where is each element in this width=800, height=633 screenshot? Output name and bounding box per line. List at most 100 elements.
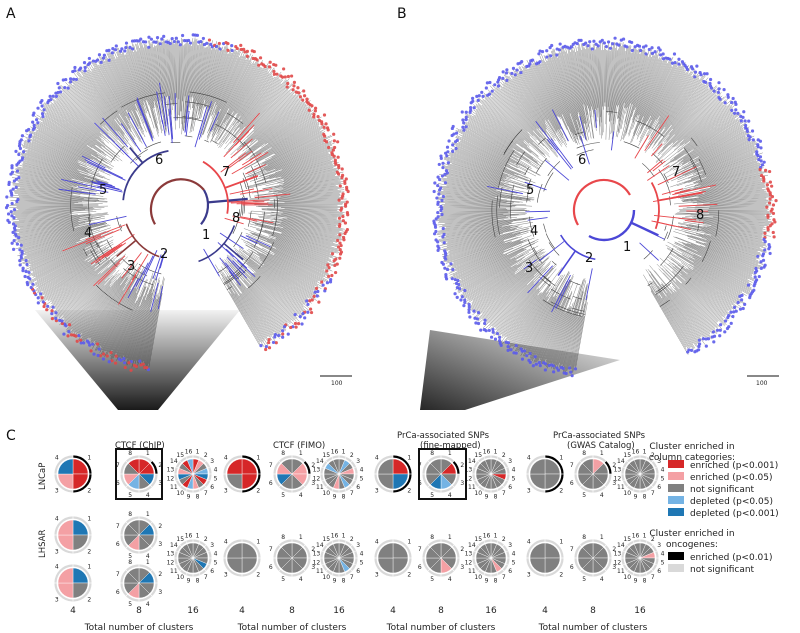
- pie-g2-lncap-8: 1 2 3 4 5 6 7 8: [269, 450, 315, 499]
- xlabel-group-2: Total number of clusters: [237, 623, 347, 633]
- pie-cluster-label-g4-lhsar-4-2: 2: [559, 571, 563, 578]
- pie-ring-g2-lncap-16-8: [339, 489, 346, 493]
- pie-g1-lhsar-a-4: 1 2 3 4: [54, 516, 92, 555]
- pie-ring-g2-lncap-16-16: [332, 455, 339, 459]
- pie-ring-g4-lncap-8-7: [574, 461, 582, 474]
- pie-cluster-label-g1-lhsar-a-8-5: 5: [128, 553, 132, 560]
- pie-cluster-label-g3-lncap-16-16: 16: [483, 448, 491, 455]
- pie-ring-g1-lncap-16-9: [186, 489, 193, 493]
- pie-cluster-label-g1-lhsar-16-14: 14: [170, 542, 178, 549]
- pie-cluster-label-g2-lncap-16-8: 8: [342, 494, 346, 501]
- legend-label-3: not significant: [690, 485, 755, 495]
- pie-cluster-label-g2-lhsar-16-10: 10: [322, 574, 330, 581]
- pie-slice-g2-lncap-4-4: [226, 458, 243, 475]
- pie-ring-g1-lhsar-16-4: [208, 551, 212, 558]
- pie-ring-g1-lncap-16-13: [174, 467, 178, 474]
- tree-a-branch-6: 6: [155, 153, 163, 168]
- pie-ring-g3-lncap-8-7: [422, 461, 430, 474]
- pie-slice-g4-lhsar-8-8: [582, 542, 594, 559]
- pie-ring-g1-lhsar-16-8: [193, 573, 200, 577]
- pie-ring-g1-lncap-8-3: [150, 474, 158, 487]
- pie-cluster-label-g1-lhsar-b-4-4: 4: [55, 564, 59, 571]
- pie-cluster-label-g2-lncap-16-5: 5: [360, 475, 364, 482]
- pie-ring-g2-lhsar-16-9: [332, 573, 339, 577]
- pie-ring-g4-lncap-16-14: [622, 461, 629, 468]
- pie-ring-g2-lhsar-8-3: [303, 558, 311, 571]
- pie-cluster-label-g3-lncap-16-4: 4: [512, 467, 516, 474]
- pie-ring-g3-lncap-4-1: [393, 455, 412, 474]
- pie-cluster-label-g2-lhsar-16-1: 1: [342, 532, 346, 539]
- pie-cluster-label-g3-lncap-16-8: 8: [494, 494, 498, 501]
- pie-cluster-label-g2-lncap-8-5: 5: [281, 492, 285, 499]
- xlabel-group-1: Total number of clusters: [84, 623, 194, 633]
- pie-ring-g1-lncap-8-5: [126, 485, 139, 493]
- pie-cluster-label-g4-lhsar-8-7: 7: [570, 546, 574, 553]
- zoom-wedge-b: [420, 330, 620, 410]
- pie-cluster-label-g4-lhsar-16-7: 7: [651, 574, 655, 581]
- pie-cluster-label-g3-lhsar-4-1: 1: [407, 539, 411, 546]
- pie-ring-g3-lncap-16-13: [472, 467, 476, 474]
- pie-ring-g4-lncap-8-8: [580, 455, 593, 463]
- dendrogram-b: [432, 36, 778, 378]
- pie-ring-g3-lhsar-4-3: [374, 558, 393, 577]
- pie-cluster-label-g2-lncap-16-14: 14: [316, 458, 324, 465]
- pie-cluster-label-g2-lhsar-8-7: 7: [269, 546, 273, 553]
- legend-label-2: enriched (p<0.05): [690, 473, 773, 483]
- highlight-box-ctcf-chip: [115, 448, 163, 500]
- pie-ring-g4-lncap-4-2: [545, 474, 564, 493]
- group-title-ctcf-chip: CTCF (ChIP): [115, 441, 165, 451]
- pie-ring-g3-lhsar-16-2: [497, 540, 504, 547]
- pie-ring-g1-lncap-16-5: [208, 474, 212, 481]
- pie-cluster-label-g1-lhsar-16-13: 13: [167, 551, 175, 558]
- pie-ring-g2-lhsar-4-1: [242, 539, 261, 558]
- pie-cluster-label-g1-lhsar-b-8-8: 8: [128, 559, 132, 566]
- pie-ring-g3-lhsar-16-12: [472, 558, 476, 565]
- pie-ring-g3-lhsar-4-4: [374, 539, 393, 558]
- pie-ring-g3-lhsar-16-4: [506, 551, 510, 558]
- pie-ring-g2-lncap-4-2: [242, 474, 261, 493]
- pie-ring-g3-lhsar-8-1: [441, 539, 454, 547]
- legend-swatch-2: [668, 472, 684, 480]
- pie-ring-g1-lhsar-16-6: [204, 564, 211, 571]
- pie-ring-g1-lhsar-16-1: [193, 539, 200, 543]
- pie-slice-g3-lncap-8-8: [430, 458, 442, 475]
- legend-label-5: depleted (p<0.001): [690, 509, 779, 519]
- pie-g1-lncap-8: 1 2 3 4 5 6 7 8: [116, 450, 162, 499]
- pie-ring-g2-lhsar-8-6: [273, 558, 281, 571]
- pie-cluster-label-g3-lncap-16-11: 11: [468, 484, 476, 491]
- pie-ring-g1-lncap-8-2: [150, 461, 158, 474]
- pie-cluster-label-g1-lncap-16-15: 15: [176, 452, 184, 459]
- pie-cluster-label-g4-lhsar-16-9: 9: [634, 578, 638, 585]
- cluster-count-g2-4: 4: [239, 606, 245, 616]
- pie-ring-g3-lncap-16-10: [478, 485, 485, 492]
- pie-g1-lhsar-b-8: 1 2 3 4 5 6 7 8: [116, 559, 162, 608]
- pie-ring-g1-lncap-8-4: [139, 485, 152, 493]
- pie-cluster-label-g2-lncap-8-2: 2: [311, 462, 315, 469]
- pie-ring-g1-lhsar-b-8-3: [150, 583, 158, 596]
- pie-ring-g1-lncap-4-1: [73, 455, 92, 474]
- pie-cluster-label-g3-lncap-16-7: 7: [502, 490, 506, 497]
- pie-ring-g2-lncap-8-3: [303, 474, 311, 487]
- treeA-tip-points: [4, 33, 350, 372]
- pie-cluster-label-g2-lhsar-16-3: 3: [356, 542, 360, 549]
- pie-cluster-label-g3-lhsar-8-5: 5: [430, 576, 434, 583]
- pie-cluster-label-g3-lhsar-16-14: 14: [468, 542, 476, 549]
- pie-ring-g4-lhsar-8-2: [604, 545, 612, 558]
- pie-ring-g2-lncap-16-3: [350, 461, 357, 468]
- pie-ring-g2-lncap-16-5: [354, 474, 358, 481]
- pie-cluster-label-g4-lhsar-16-12: 12: [614, 559, 622, 566]
- legend-title-2b: oncogenes:: [666, 540, 718, 550]
- pie-slice-g3-lhsar-8-8: [430, 542, 442, 559]
- pie-cluster-label-g1-lhsar-a-4-4: 4: [55, 516, 59, 523]
- pie-ring-g1-lhsar-b-4-1: [73, 564, 92, 583]
- pie-g1-lhsar-b-4: 1 2 3 4: [54, 564, 92, 603]
- pie-slice-g4-lncap-8-8: [582, 458, 594, 475]
- pie-ring-g1-lhsar-a-4-3: [54, 535, 73, 554]
- pie-cluster-label-g3-lhsar-16-2: 2: [502, 536, 506, 543]
- pie-cluster-label-g1-lhsar-a-8-8: 8: [128, 511, 132, 518]
- pie-cluster-label-g3-lhsar-8-7: 7: [418, 546, 422, 553]
- pie-ring-g3-lhsar-4-1: [393, 539, 412, 558]
- pie-cluster-label-g1-lhsar-a-4-3: 3: [55, 548, 59, 555]
- pie-slice-g4-lhsar-4-4: [529, 542, 546, 559]
